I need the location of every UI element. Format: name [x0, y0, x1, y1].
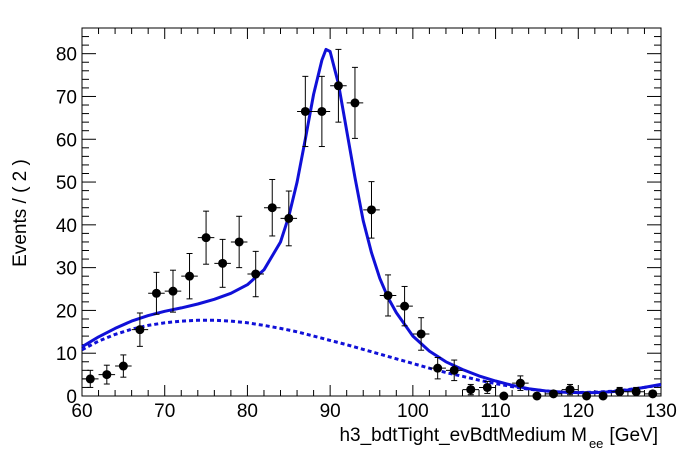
- data-point: [598, 391, 608, 401]
- x-axis-title-main: h3_bdtTight_evBdtMedium M: [339, 425, 586, 446]
- y-tick-label: 80: [56, 45, 77, 66]
- data-point: [499, 391, 509, 401]
- data-point: [449, 365, 459, 375]
- fit-curves: [81, 47, 662, 395]
- data-point: [284, 213, 294, 223]
- data-points: [82, 48, 661, 401]
- data-point: [201, 233, 211, 243]
- x-tick-label: 110: [480, 401, 510, 422]
- data-point: [400, 301, 410, 311]
- data-point: [515, 378, 525, 388]
- y-tick-label: 20: [56, 301, 77, 322]
- data-point: [85, 374, 95, 384]
- x-tick-label: 120: [562, 401, 594, 422]
- y-axis-title: Events / ( 2 ): [10, 159, 31, 267]
- data-point: [135, 325, 145, 335]
- y-tick-label: 60: [56, 130, 77, 151]
- total-fit-curve: [81, 47, 662, 395]
- data-point: [548, 389, 558, 399]
- y-tick-label: 50: [56, 173, 77, 194]
- data-point: [251, 269, 261, 279]
- data-point: [185, 271, 195, 281]
- x-axis: 60 70 80 90 100 110 120 130: [71, 28, 677, 422]
- data-point: [267, 203, 277, 213]
- x-tick-label: 130: [645, 401, 677, 422]
- data-point: [582, 391, 592, 401]
- y-tick-label: 40: [56, 216, 77, 237]
- x-tick-label: 90: [320, 401, 341, 422]
- data-point: [118, 361, 128, 371]
- data-point: [300, 106, 310, 116]
- data-point: [433, 363, 443, 373]
- data-point: [102, 370, 112, 380]
- y-tick-label: 70: [56, 87, 77, 108]
- x-tick-label: 60: [71, 401, 92, 422]
- data-point: [333, 81, 343, 91]
- data-point: [218, 258, 228, 268]
- data-point: [466, 385, 476, 395]
- data-point: [168, 286, 178, 296]
- data-point: [317, 106, 327, 116]
- data-point: [532, 391, 542, 401]
- x-tick-label: 100: [397, 401, 429, 422]
- data-point: [631, 387, 641, 397]
- data-point: [234, 237, 244, 247]
- x-tick-label: 80: [237, 401, 258, 422]
- y-tick-label: 0: [66, 387, 77, 408]
- data-point: [151, 288, 161, 298]
- x-tick-label: 70: [154, 401, 175, 422]
- data-point: [565, 385, 575, 395]
- x-axis-title-subscript: ee: [589, 436, 603, 451]
- data-point: [383, 290, 393, 300]
- data-point: [367, 205, 376, 215]
- data-point: [615, 387, 625, 397]
- background-fit-curve: [81, 318, 662, 395]
- y-tick-label: 30: [56, 259, 77, 280]
- data-point: [350, 98, 360, 108]
- data-point: [648, 389, 658, 399]
- y-tick-label: 10: [56, 344, 77, 365]
- y-axis: 0 10 20 30 40 50 60 70 80: [56, 27, 661, 408]
- x-axis-title-unit: [GeV]: [609, 425, 658, 446]
- data-point: [482, 382, 492, 392]
- data-point: [416, 329, 426, 339]
